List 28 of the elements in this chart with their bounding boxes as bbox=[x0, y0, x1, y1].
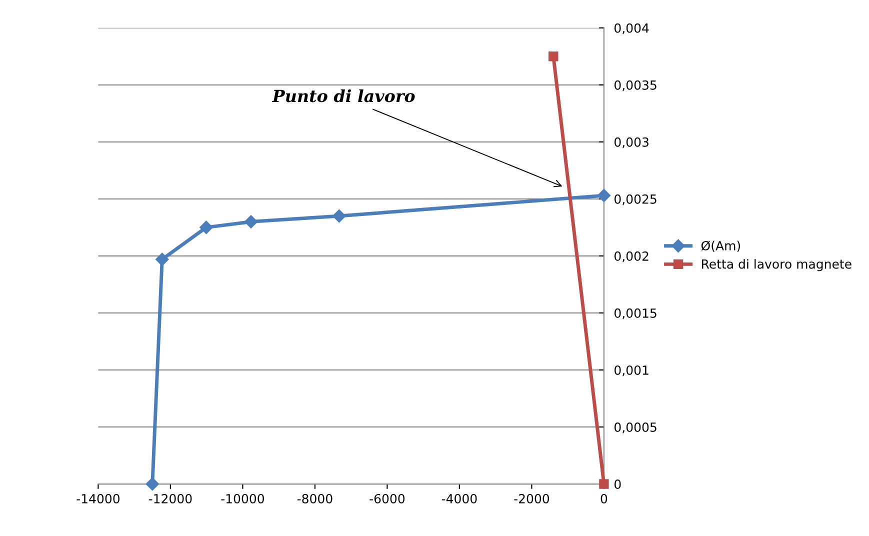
x-tick-label: -2000 bbox=[514, 494, 550, 504]
y-tick-label: 0,002 bbox=[614, 251, 648, 262]
y-tick-label: 0,003 bbox=[614, 137, 648, 148]
point bbox=[548, 52, 558, 62]
y-tick-label: 0 bbox=[614, 479, 621, 489]
point bbox=[146, 477, 159, 491]
x-tick-label: -4000 bbox=[442, 494, 477, 504]
x-tick-label: -12000 bbox=[148, 494, 192, 504]
y-tick-label: 0,004 bbox=[614, 23, 649, 34]
legend-label: Ø(Am) bbox=[701, 240, 740, 252]
point bbox=[597, 188, 611, 202]
y-tick-label: 0,0025 bbox=[614, 194, 656, 206]
y-tick-label: 0,001 bbox=[614, 365, 648, 376]
point bbox=[200, 220, 213, 234]
legend-label: Retta di lavoro magnete bbox=[702, 259, 852, 272]
x-tick-label: -10000 bbox=[221, 494, 264, 504]
annotation: Punto di lavoro bbox=[272, 89, 415, 102]
y-tick-label: 0,0015 bbox=[614, 308, 656, 320]
point bbox=[156, 252, 169, 266]
x-tick-label: -8000 bbox=[297, 494, 332, 504]
y-tick-label: 0,0005 bbox=[614, 422, 656, 434]
point bbox=[599, 479, 609, 489]
y-tick-label: 0,0035 bbox=[614, 80, 656, 92]
x-tick-label: 0 bbox=[600, 494, 608, 504]
x-tick-label: -6000 bbox=[370, 494, 405, 504]
point bbox=[332, 209, 346, 223]
point bbox=[244, 215, 258, 228]
x-tick-label: -14000 bbox=[76, 494, 120, 504]
